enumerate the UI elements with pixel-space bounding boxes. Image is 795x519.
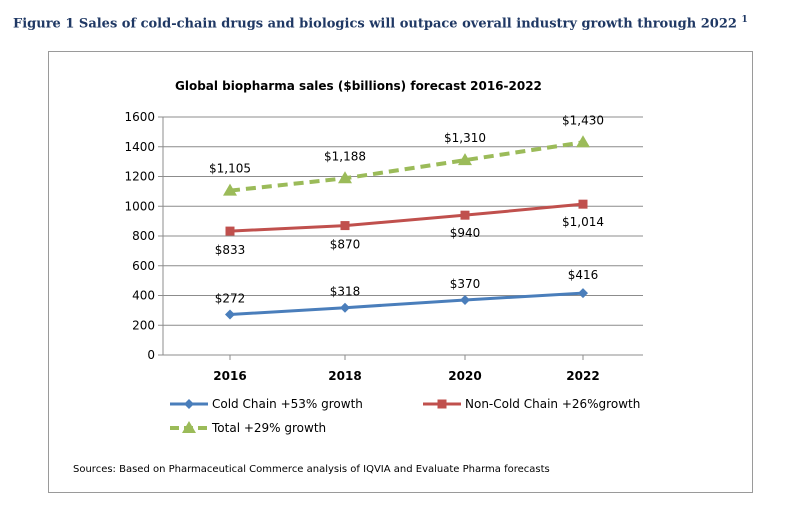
data-point xyxy=(340,302,350,313)
data-label: $833 xyxy=(215,243,246,257)
legend-label: Non-Cold Chain +26%growth xyxy=(465,397,640,411)
y-tick-label: 1200 xyxy=(124,170,155,184)
data-point xyxy=(578,199,588,209)
data-point xyxy=(460,210,470,220)
figure-title: Figure 1 Sales of cold-chain drugs and b… xyxy=(13,15,793,31)
data-point xyxy=(576,135,590,148)
data-label: $318 xyxy=(330,285,361,299)
data-label: $416 xyxy=(568,268,599,282)
source-note: Sources: Based on Pharmaceutical Commerc… xyxy=(73,464,550,475)
data-point xyxy=(460,294,470,305)
series-3 xyxy=(223,135,590,196)
figure-title-superscript: 1 xyxy=(741,15,748,25)
x-tick-label: 2016 xyxy=(213,369,246,383)
data-label: $940 xyxy=(450,226,481,240)
legend-item-2: Non-Cold Chain +26%growth xyxy=(423,397,640,411)
x-tick-label: 2022 xyxy=(566,369,599,383)
data-label: $1,430 xyxy=(562,113,604,127)
series-group xyxy=(223,135,590,320)
figure-title-text: Figure 1 Sales of cold-chain drugs and b… xyxy=(13,16,737,32)
chart-title: Global biopharma sales ($billions) forec… xyxy=(175,79,542,93)
data-label: $1,105 xyxy=(209,162,251,176)
y-tick-label: 400 xyxy=(132,289,155,303)
data-point xyxy=(338,171,352,184)
data-point xyxy=(458,153,472,166)
data-point xyxy=(225,226,235,236)
y-tick-label: 200 xyxy=(132,318,155,332)
x-tick-label: 2018 xyxy=(328,369,361,383)
legend-marker xyxy=(184,399,194,409)
data-labels: $272 $318 $370 $416 $833 $870 $940 $1,014 $1,105… xyxy=(209,113,604,305)
series-line xyxy=(229,202,584,233)
series-1 xyxy=(225,288,588,320)
data-label: $1,014 xyxy=(562,215,604,229)
y-tick-label: 0 xyxy=(147,348,155,362)
y-tick-label: 800 xyxy=(132,229,155,243)
legend-marker xyxy=(437,399,447,409)
data-point xyxy=(578,288,588,299)
series-line xyxy=(229,291,584,317)
x-tick-label: 2020 xyxy=(448,369,481,383)
legend-item-3: Total +29% growth xyxy=(170,421,326,435)
chart-frame xyxy=(48,51,753,493)
legend-label: Total +29% growth xyxy=(211,421,326,435)
series-line xyxy=(229,140,584,193)
data-point xyxy=(340,221,350,231)
y-tick-label: 1400 xyxy=(124,140,155,154)
data-label: $272 xyxy=(215,292,246,306)
legend-item-1: Cold Chain +53% growth xyxy=(170,397,363,411)
legend: Cold Chain +53% growth Non-Cold Chain +26… xyxy=(170,397,640,435)
data-label: $370 xyxy=(450,277,481,291)
legend-label: Cold Chain +53% growth xyxy=(212,397,363,411)
data-label: $1,310 xyxy=(444,131,486,145)
data-label: $870 xyxy=(330,238,361,252)
y-tick-label: 1000 xyxy=(124,199,155,213)
y-tick-label: 600 xyxy=(132,259,155,273)
axes: 0 200 400 600 800 1000 1200 1400 1600 2016 2018 202… xyxy=(124,110,643,383)
legend-marker xyxy=(182,421,196,433)
data-point xyxy=(223,183,237,196)
series-2 xyxy=(225,199,588,236)
data-label: $1,188 xyxy=(324,149,366,163)
data-point xyxy=(225,309,235,320)
y-tick-label: 1600 xyxy=(124,110,155,124)
